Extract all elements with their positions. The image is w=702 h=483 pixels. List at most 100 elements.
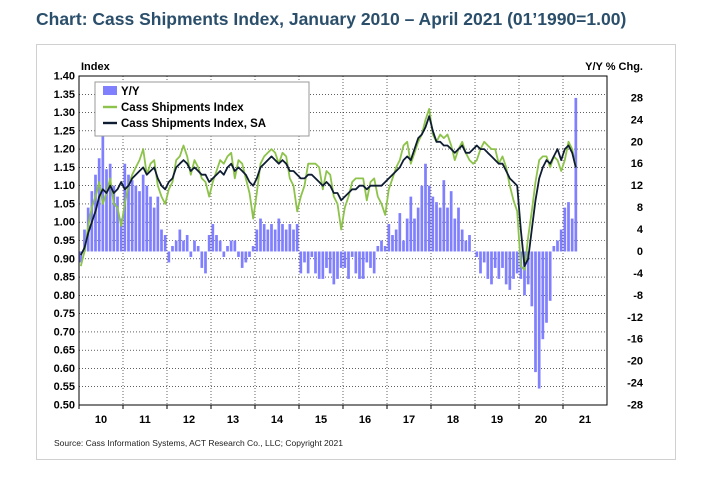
yy-bar xyxy=(380,240,383,252)
right-axis-label: Y/Y % Chg. xyxy=(585,61,643,73)
left-tick-label: 0.60 xyxy=(54,363,75,375)
yy-bar xyxy=(303,251,306,263)
right-tick-label: -16 xyxy=(627,334,643,346)
left-tick-label: 1.15 xyxy=(54,162,75,174)
yy-bar xyxy=(515,251,519,274)
x-tick-label: 10 xyxy=(95,414,107,426)
yy-bar xyxy=(354,251,358,274)
yy-bar xyxy=(306,251,310,274)
yy-bar xyxy=(156,196,160,252)
yy-bar xyxy=(409,196,413,252)
yy-bar xyxy=(262,224,266,252)
yy-bar xyxy=(97,158,101,252)
yy-bar xyxy=(127,174,130,252)
series-line-sa xyxy=(79,115,577,268)
yy-bar xyxy=(204,251,207,274)
yy-bar xyxy=(119,218,123,252)
left-tick-label: 1.30 xyxy=(54,107,75,119)
yy-bar xyxy=(391,235,394,252)
right-tick-label: 28 xyxy=(631,92,643,104)
yy-bar xyxy=(570,218,574,252)
x-tick-label: 14 xyxy=(271,414,284,426)
yy-bar xyxy=(248,251,251,257)
x-tick-label: 21 xyxy=(579,414,591,426)
yy-bar xyxy=(266,229,270,252)
yy-bar xyxy=(405,218,409,252)
yy-bar xyxy=(471,251,475,252)
right-tick-label: -4 xyxy=(633,268,644,280)
yy-bar xyxy=(321,251,325,279)
left-tick-label: 0.85 xyxy=(54,272,75,284)
yy-bar xyxy=(160,229,163,252)
yy-bar xyxy=(446,207,449,252)
yy-bar xyxy=(350,251,354,257)
yy-bar xyxy=(512,251,515,279)
chart-svg: 1.40 1.35 1.30 1.25 1.20 1.15 1.10 1.05 1.00 0.95… xyxy=(54,61,644,426)
yy-bar xyxy=(563,207,567,252)
yy-bar xyxy=(207,235,211,252)
yy-bar xyxy=(387,224,391,252)
yy-bar xyxy=(468,235,471,252)
yy-bar xyxy=(277,218,281,252)
yy-bar xyxy=(493,251,497,268)
yy-bar xyxy=(464,240,468,252)
yy-bar xyxy=(332,251,336,285)
yy-bar xyxy=(299,251,303,274)
yy-bar xyxy=(178,229,182,252)
x-tick-label: 12 xyxy=(183,414,195,426)
yy-bar xyxy=(453,218,457,252)
yy-bar xyxy=(383,245,387,252)
right-tick-label: 24 xyxy=(631,114,644,126)
legend-label-yy: Y/Y xyxy=(121,86,140,98)
x-tick-label: 20 xyxy=(535,414,547,426)
yy-bar xyxy=(237,251,240,257)
source-note: Source: Cass Information Systems, ACT Re… xyxy=(54,438,343,448)
left-tick-label: 1.35 xyxy=(54,89,75,101)
left-tick-label: 0.80 xyxy=(54,290,75,302)
yy-bar xyxy=(108,163,112,252)
yy-bar xyxy=(486,251,490,279)
yy-bar xyxy=(435,202,438,252)
yy-bar xyxy=(284,229,288,252)
yy-bar xyxy=(534,251,537,373)
yy-bar xyxy=(413,218,416,252)
yy-bar xyxy=(167,251,171,263)
yy-bar xyxy=(251,245,255,252)
right-tick-label: 4 xyxy=(637,224,644,236)
yy-bar xyxy=(376,245,380,252)
yy-bar xyxy=(149,196,152,252)
left-tick-label: 0.90 xyxy=(54,253,75,265)
yy-bar xyxy=(358,251,361,279)
yy-bar xyxy=(508,251,512,290)
yy-bar xyxy=(490,251,493,285)
x-tick-label: 17 xyxy=(403,414,415,426)
yy-bar xyxy=(171,245,174,252)
yy-bar xyxy=(134,185,138,252)
yy-bar xyxy=(567,202,570,252)
yy-bar xyxy=(185,235,189,252)
yy-bar xyxy=(479,251,482,274)
yy-bar xyxy=(182,240,185,252)
left-axis-label: Index xyxy=(81,61,111,73)
yy-bar xyxy=(310,251,314,257)
yy-bar xyxy=(431,196,435,252)
page-title: Chart: Cass Shipments Index, January 201… xyxy=(36,9,627,29)
yy-bar xyxy=(420,185,424,252)
left-tick-label: 0.70 xyxy=(54,326,75,338)
yy-bar xyxy=(537,251,541,389)
yy-bar xyxy=(112,185,116,252)
yy-bar xyxy=(365,251,369,263)
right-tick-label: -20 xyxy=(627,356,643,368)
yy-bar xyxy=(174,240,178,252)
yy-bar xyxy=(394,229,398,252)
yy-bar xyxy=(218,240,222,252)
left-tick-label: 0.75 xyxy=(54,308,75,320)
yy-bar xyxy=(233,240,237,252)
yy-bar xyxy=(105,169,108,252)
yy-bar xyxy=(497,251,501,279)
yy-bar xyxy=(141,174,145,252)
left-tick-label: 1.00 xyxy=(54,217,75,229)
yy-bar xyxy=(556,240,559,252)
yy-bar xyxy=(424,163,427,252)
yy-bar xyxy=(130,180,134,252)
